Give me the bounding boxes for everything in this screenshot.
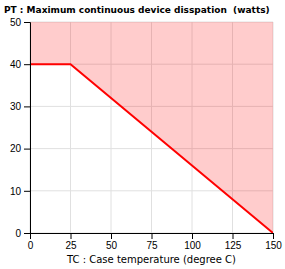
x-axis-line (31, 234, 274, 240)
x-tick-label: 0 (28, 240, 34, 251)
x-axis: 0 25 50 75 100 125 150 (28, 233, 283, 251)
y-tick: 30 (10, 101, 30, 112)
x-tick: 25 (65, 233, 77, 251)
y-axis-line (24, 23, 31, 234)
x-tick-mark (233, 233, 234, 239)
chart: 0 25 50 75 100 125 150 0 10 20 30 40 50 PT : Maximum … (0, 0, 285, 269)
x-tick-mark (152, 233, 153, 239)
x-tick-label: 25 (65, 240, 77, 251)
y-tick-mark (24, 64, 30, 65)
y-tick-mark (24, 191, 30, 192)
x-tick: 50 (106, 233, 118, 251)
y-tick-label: 30 (10, 101, 22, 112)
y-tick: 0 (15, 228, 30, 239)
y-tick-mark (24, 149, 30, 150)
x-tick: 150 (265, 233, 282, 251)
x-tick-mark (71, 233, 72, 239)
y-tick-mark (24, 106, 30, 107)
x-tick: 125 (225, 233, 242, 251)
y-tick: 10 (10, 186, 30, 197)
x-axis-title: TC : Case temperature (degree C) (66, 254, 236, 265)
x-tick-label: 50 (106, 240, 118, 251)
y-tick-label: 0 (15, 228, 21, 239)
y-tick-label: 20 (10, 143, 22, 154)
x-tick-mark (111, 233, 112, 239)
x-tick: 75 (146, 233, 158, 251)
y-tick-mark (24, 22, 30, 23)
x-tick: 100 (184, 233, 201, 251)
y-tick-mark (24, 233, 30, 234)
x-tick: 0 (28, 233, 34, 251)
y-tick: 20 (10, 143, 30, 154)
y-tick-label: 50 (10, 17, 22, 28)
y-axis: 0 10 20 30 40 50 (10, 17, 31, 239)
y-tick-label: 40 (10, 59, 22, 70)
y-tick-label: 10 (10, 186, 22, 197)
x-tick-mark (192, 233, 193, 239)
title: PT : Maximum continuous device disspatio… (4, 5, 270, 15)
x-tick-mark (273, 233, 274, 239)
plot: 0 25 50 75 100 125 150 0 10 20 30 40 50 (10, 17, 282, 251)
grid (30, 22, 273, 233)
line (30, 64, 273, 233)
x-tick-label: 125 (225, 240, 242, 251)
x-tick-label: 100 (184, 240, 201, 251)
y-tick: 40 (10, 59, 30, 70)
y-tick: 50 (10, 17, 30, 28)
x-tick-label: 150 (265, 240, 282, 251)
x-tick-label: 75 (146, 240, 158, 251)
forbidden-region (30, 22, 273, 233)
data (30, 22, 273, 233)
